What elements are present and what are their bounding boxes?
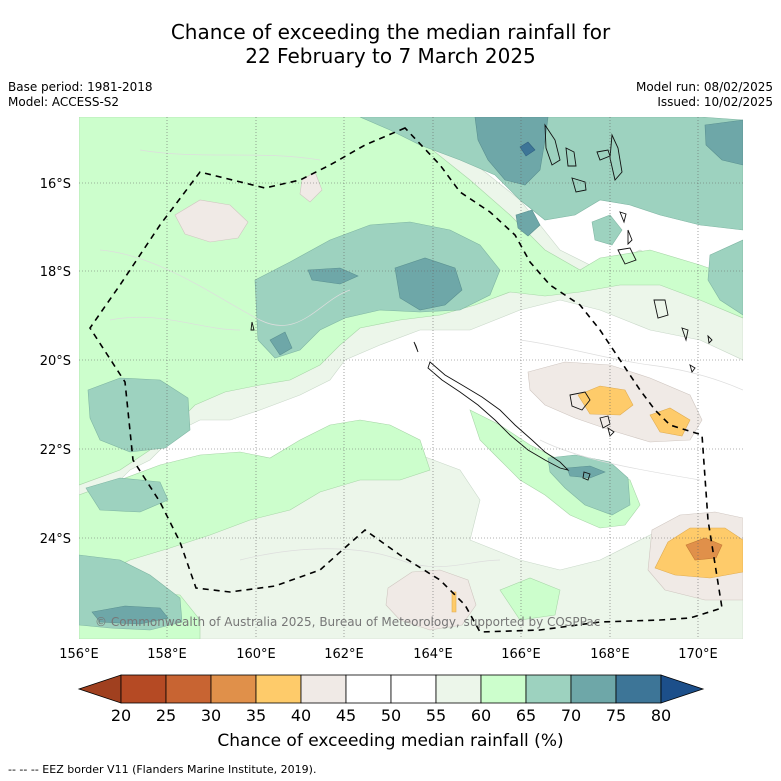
lat-labels: 16°S 18°S 20°S 22°S 24°S xyxy=(40,177,71,547)
contour-65-70-southwest xyxy=(85,477,169,513)
colorbar-tick-label: 25 xyxy=(156,706,176,725)
colorbar-tick-label: 65 xyxy=(516,706,536,725)
map-title-line1: Chance of exceeding the median rainfall … xyxy=(170,20,611,44)
colorbar-tick-label: 40 xyxy=(291,706,311,725)
colorbar-segment xyxy=(120,674,167,704)
colorbar-segment xyxy=(480,674,527,704)
contour-lines xyxy=(99,149,743,567)
colorbar-tick-label: 55 xyxy=(426,706,446,725)
contour-70-75-west xyxy=(269,331,293,356)
colorbar-segment xyxy=(435,674,482,704)
lat-label-18s: 18°S xyxy=(40,265,71,280)
map-title-line2: 22 February to 7 March 2025 xyxy=(245,44,536,68)
contour-65-70-north xyxy=(359,117,743,231)
contour-65-70-ne xyxy=(591,214,623,246)
contour-65-70-east xyxy=(707,239,743,316)
contour-60-65-se xyxy=(499,577,561,621)
contour-30-35-se xyxy=(685,537,723,561)
contour-70-75-center xyxy=(566,465,606,479)
colorbar-extend-low xyxy=(77,674,122,704)
map-canvas xyxy=(79,117,743,639)
colorbar-tick-label: 30 xyxy=(201,706,221,725)
copyright-notice: © Commonwealth of Australia 2025, Bureau… xyxy=(95,615,600,629)
issued-date: Issued: 10/02/2025 xyxy=(657,95,773,109)
colorbar: 20 25 30 35 40 45 50 55 60 65 70 75 80 xyxy=(77,674,705,725)
colorbar-segment xyxy=(570,674,617,704)
lon-label-156e: 156°E xyxy=(59,647,99,662)
contour-35-40-east xyxy=(577,385,634,416)
base-period: Base period: 1981-2018 xyxy=(8,80,153,94)
lat-label-24s: 24°S xyxy=(40,532,71,547)
model-run: Model run: 08/02/2025 xyxy=(635,80,773,94)
contour-70-75-sw xyxy=(91,605,169,625)
contour-70-75-ne xyxy=(704,119,743,166)
colorbar-segment xyxy=(210,674,257,704)
new-caledonia-coast xyxy=(427,361,570,471)
contour-65-70-west xyxy=(87,377,191,453)
colorbar-segment xyxy=(345,674,392,704)
lon-label-168e: 168°E xyxy=(590,647,630,662)
colorbar-tick-label: 50 xyxy=(381,706,401,725)
colorbar-tick-label: 35 xyxy=(246,706,266,725)
graticule xyxy=(79,117,743,639)
colorbar-segment xyxy=(255,674,302,704)
contour-70-75-small-ne xyxy=(515,209,541,237)
colorbar-segment xyxy=(390,674,437,704)
lon-label-158e: 158°E xyxy=(147,647,187,662)
colorbar-segment xyxy=(525,674,572,704)
colorbar-tick-label: 60 xyxy=(471,706,491,725)
colorbar-tick-label: 70 xyxy=(561,706,581,725)
colorbar-tick-label: 80 xyxy=(651,706,671,725)
lon-labels: 156°E 158°E 160°E 162°E 164°E 166°E 168°… xyxy=(59,647,718,662)
contour-35-40-south xyxy=(451,591,457,613)
colorbar-title: Chance of exceeding median rainfall (%) xyxy=(217,731,564,751)
colorbar-tick-label: 75 xyxy=(606,706,626,725)
meta-right: Model run: 08/02/2025 Issued: 10/02/2025 xyxy=(636,80,773,110)
lon-label-170e: 170°E xyxy=(678,647,718,662)
lat-label-22s: 22°S xyxy=(40,443,71,458)
colorbar-extend-high xyxy=(660,674,705,704)
meta-left: Base period: 1981-2018 Model: ACCESS-S2 xyxy=(8,80,153,110)
lat-label-16s: 16°S xyxy=(40,177,71,192)
colorbar-tick-label: 20 xyxy=(111,706,131,725)
contour-75-80 xyxy=(519,141,536,157)
lat-label-20s: 20°S xyxy=(40,354,71,369)
lon-label-166e: 166°E xyxy=(501,647,541,662)
colorbar-tick-label: 45 xyxy=(336,706,356,725)
contour-65-70-middle xyxy=(254,221,501,359)
lon-label-164e: 164°E xyxy=(413,647,453,662)
vanuatu-islands xyxy=(544,123,713,373)
colorbar-segment xyxy=(615,674,662,704)
contour-70-75-middle-west xyxy=(307,267,359,285)
eez-border xyxy=(89,127,723,633)
colorbar-segment xyxy=(165,674,212,704)
model-name: Model: ACCESS-S2 xyxy=(8,95,120,109)
lon-label-162e: 162°E xyxy=(324,647,364,662)
contour-40-45-west xyxy=(174,199,249,243)
lon-label-160e: 160°E xyxy=(236,647,276,662)
colorbar-segment xyxy=(300,674,347,704)
contour-70-75-north xyxy=(474,117,549,186)
eez-legend: -- -- -- EEZ border V11 (Flanders Marine… xyxy=(8,763,317,776)
